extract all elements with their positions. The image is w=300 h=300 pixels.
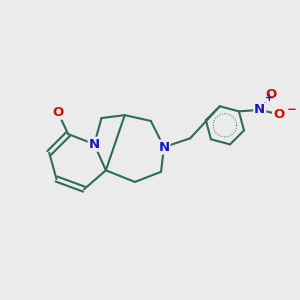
- Text: O: O: [52, 106, 64, 119]
- Text: O: O: [273, 108, 284, 121]
- Text: N: N: [89, 138, 100, 151]
- Text: +: +: [265, 93, 274, 103]
- Text: N: N: [158, 141, 169, 154]
- Text: −: −: [287, 103, 297, 116]
- Text: O: O: [265, 88, 276, 101]
- Text: N: N: [254, 103, 266, 116]
